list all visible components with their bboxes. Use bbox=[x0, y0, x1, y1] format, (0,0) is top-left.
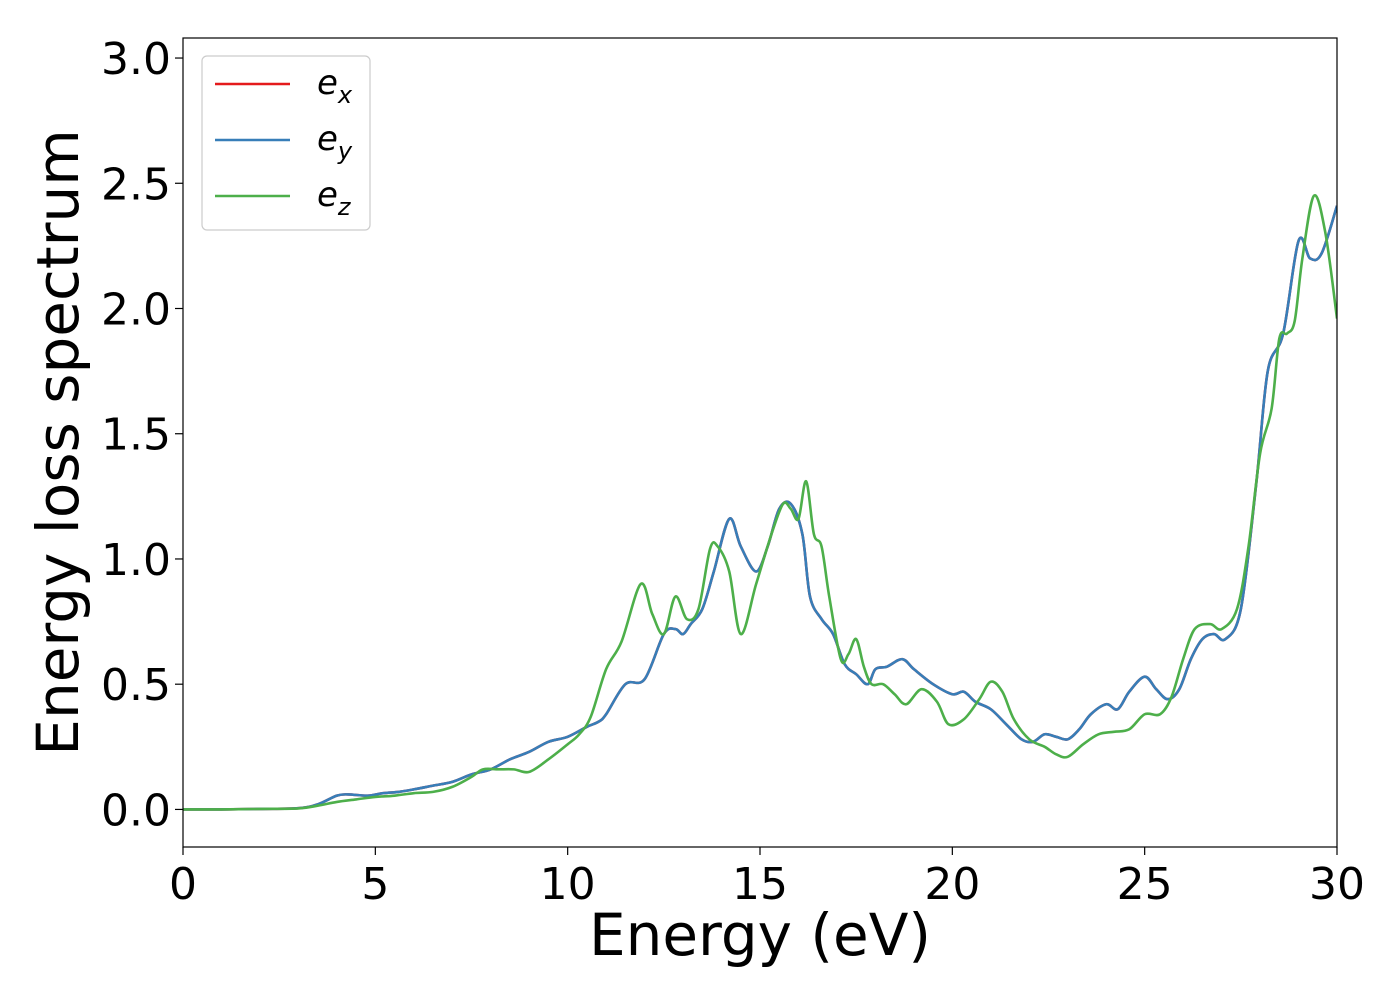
x-tick-label: 10 bbox=[540, 859, 596, 910]
x-axis-label: Energy (eV) bbox=[589, 901, 931, 969]
y-tick-label: 1.5 bbox=[101, 410, 171, 461]
legend-entry-ez: ez bbox=[317, 175, 352, 221]
y-axis-ticks: 0.0 0.5 1.0 1.5 2.0 2.5 3.0 bbox=[101, 34, 183, 836]
legend-entry-subscript: y bbox=[337, 137, 353, 165]
legend-box bbox=[201, 55, 371, 231]
y-tick-label: 0.5 bbox=[101, 660, 171, 711]
legend-entry-subscript: z bbox=[337, 193, 352, 221]
series-line-ez bbox=[183, 194, 1337, 811]
legend-entry-name: e bbox=[317, 63, 338, 103]
y-tick-label: 3.0 bbox=[101, 34, 171, 85]
legend-entry-ey: ey bbox=[317, 119, 353, 165]
x-tick-label: 0 bbox=[169, 859, 197, 910]
series-layer bbox=[183, 194, 1337, 811]
x-axis-ticks: 0 5 10 15 20 25 30 bbox=[169, 847, 1365, 910]
legend-entry-name: e bbox=[317, 175, 338, 215]
legend-entry-subscript: x bbox=[337, 81, 353, 109]
y-axis-label: Energy loss spectrum bbox=[24, 129, 92, 755]
x-tick-label: 20 bbox=[924, 859, 980, 910]
y-tick-label: 0.0 bbox=[101, 785, 171, 836]
x-tick-label: 30 bbox=[1309, 859, 1365, 910]
legend-entry-ex: ex bbox=[317, 63, 353, 109]
y-tick-label: 1.0 bbox=[101, 535, 171, 586]
y-tick-label: 2.5 bbox=[101, 159, 171, 210]
y-tick-label: 2.0 bbox=[101, 285, 171, 336]
x-tick-label: 25 bbox=[1117, 859, 1173, 910]
x-tick-label: 5 bbox=[361, 859, 389, 910]
x-tick-label: 15 bbox=[732, 859, 788, 910]
legend-entry-name: e bbox=[317, 119, 338, 159]
